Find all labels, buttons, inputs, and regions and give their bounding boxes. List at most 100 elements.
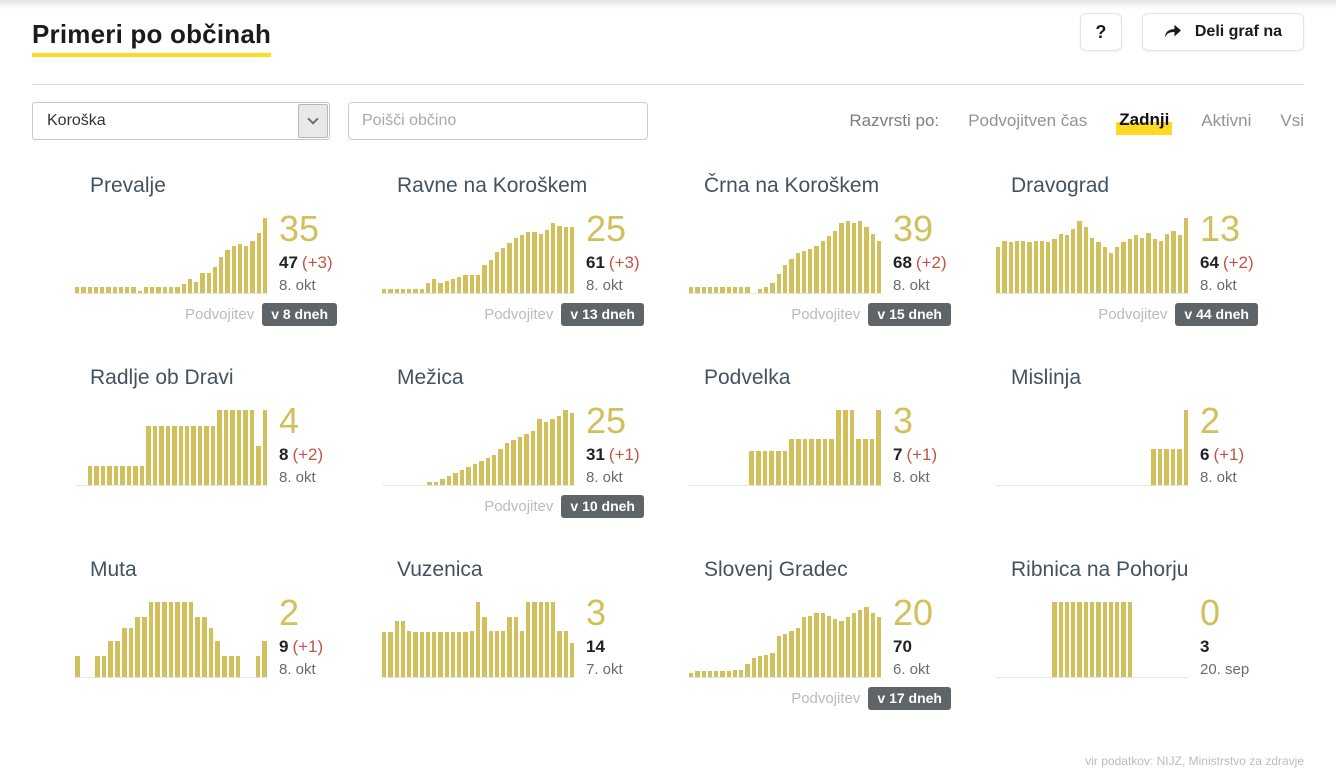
chart-bar[interactable] [202, 617, 207, 678]
chart-bar[interactable] [801, 251, 807, 294]
chart-bar[interactable] [1102, 602, 1107, 678]
chart-bar[interactable] [1183, 410, 1189, 486]
chart-bar[interactable] [1165, 233, 1170, 294]
chart-bar[interactable] [419, 289, 424, 294]
chart-bar[interactable] [1083, 227, 1088, 294]
chart-bar[interactable] [120, 465, 125, 486]
chart-bar[interactable] [128, 628, 134, 678]
chart-bar[interactable] [1064, 602, 1070, 678]
chart-bar[interactable] [394, 289, 399, 294]
chart-bar[interactable] [513, 238, 518, 294]
chart-bar[interactable] [107, 465, 112, 486]
chart-bar[interactable] [1083, 602, 1088, 678]
chart-bar[interactable] [115, 641, 120, 678]
chart-bar[interactable] [770, 282, 775, 294]
chart-bar[interactable] [701, 671, 706, 678]
chart-bar[interactable] [1115, 602, 1120, 678]
chart-bar[interactable] [106, 287, 111, 294]
chart-bar[interactable] [1183, 218, 1189, 294]
chart-bar[interactable] [388, 632, 393, 678]
chart-bar[interactable] [382, 289, 387, 294]
cases-sparkline-chart[interactable] [75, 410, 268, 487]
chart-bar[interactable] [256, 233, 261, 294]
help-button[interactable]: ? [1079, 13, 1122, 51]
chart-bar[interactable] [870, 613, 875, 678]
chart-bar[interactable] [1071, 602, 1076, 678]
chart-bar[interactable] [485, 458, 490, 486]
chart-bar[interactable] [695, 287, 700, 294]
chart-bar[interactable] [75, 287, 80, 294]
chart-bar[interactable] [836, 410, 841, 486]
cases-sparkline-chart[interactable] [75, 602, 267, 679]
chart-bar[interactable] [197, 425, 203, 486]
chart-bar[interactable] [1077, 221, 1082, 294]
chart-bar[interactable] [1096, 242, 1101, 294]
chart-bar[interactable] [1127, 602, 1132, 678]
chart-bar[interactable] [488, 260, 493, 294]
chart-bar[interactable] [181, 284, 186, 294]
chart-bar[interactable] [707, 287, 713, 294]
chart-bar[interactable] [996, 246, 1001, 294]
chart-bar[interactable] [720, 671, 725, 678]
chart-bar[interactable] [726, 671, 731, 678]
chart-bar[interactable] [425, 632, 431, 678]
chart-bar[interactable] [101, 656, 107, 678]
chart-bar[interactable] [689, 673, 694, 678]
chart-bar[interactable] [182, 602, 187, 678]
chart-bar[interactable] [551, 223, 556, 294]
chart-bar[interactable] [100, 287, 105, 294]
chart-bar[interactable] [1096, 602, 1101, 678]
chart-bar[interactable] [155, 602, 160, 678]
chart-bar[interactable] [1058, 602, 1063, 678]
chart-bar[interactable] [1171, 230, 1176, 294]
chart-bar[interactable] [475, 275, 481, 294]
chart-bar[interactable] [407, 289, 412, 294]
chart-bar[interactable] [808, 248, 813, 294]
chart-bar[interactable] [244, 245, 249, 294]
chart-bar[interactable] [820, 613, 825, 678]
chart-bar[interactable] [1071, 228, 1076, 294]
chart-bar[interactable] [413, 632, 418, 678]
chart-bar[interactable] [530, 431, 536, 486]
chart-bar[interactable] [187, 278, 193, 294]
cases-sparkline-chart[interactable] [382, 410, 575, 487]
chart-bar[interactable] [81, 287, 86, 294]
chart-bar[interactable] [1164, 449, 1169, 486]
chart-bar[interactable] [133, 465, 138, 486]
chart-bar[interactable] [745, 663, 750, 678]
chart-bar[interactable] [796, 438, 801, 486]
chart-bar[interactable] [388, 289, 393, 294]
region-select[interactable]: Koroška [32, 102, 330, 140]
chart-bar[interactable] [826, 615, 832, 678]
chart-bar[interactable] [1058, 233, 1063, 294]
chart-bar[interactable] [745, 287, 750, 294]
chart-bar[interactable] [444, 281, 449, 294]
chart-bar[interactable] [1077, 602, 1082, 678]
chart-bar[interactable] [137, 290, 142, 294]
chart-bar[interactable] [851, 613, 857, 678]
chart-bar[interactable] [1027, 242, 1032, 294]
chart-bar[interactable] [776, 635, 781, 678]
chart-bar[interactable] [95, 656, 100, 678]
chart-bar[interactable] [769, 451, 774, 486]
chart-bar[interactable] [175, 287, 180, 294]
chart-bar[interactable] [789, 258, 794, 294]
chart-bar[interactable] [856, 438, 861, 486]
chart-bar[interactable] [526, 602, 531, 678]
chart-bar[interactable] [482, 617, 487, 678]
chart-bar[interactable] [714, 287, 719, 294]
chart-bar[interactable] [557, 225, 562, 294]
chart-bar[interactable] [228, 656, 234, 678]
chart-bar[interactable] [219, 257, 224, 294]
chart-bar[interactable] [255, 656, 261, 678]
chart-bar[interactable] [507, 617, 512, 678]
chart-bar[interactable] [764, 654, 769, 678]
chart-bar[interactable] [112, 287, 117, 294]
chart-bar[interactable] [400, 620, 406, 678]
chart-bar[interactable] [1152, 239, 1157, 294]
chart-bar[interactable] [162, 287, 167, 294]
chart-bar[interactable] [833, 618, 838, 678]
chart-bar[interactable] [1046, 242, 1051, 294]
chart-bar[interactable] [864, 607, 869, 678]
chart-bar[interactable] [419, 632, 424, 678]
